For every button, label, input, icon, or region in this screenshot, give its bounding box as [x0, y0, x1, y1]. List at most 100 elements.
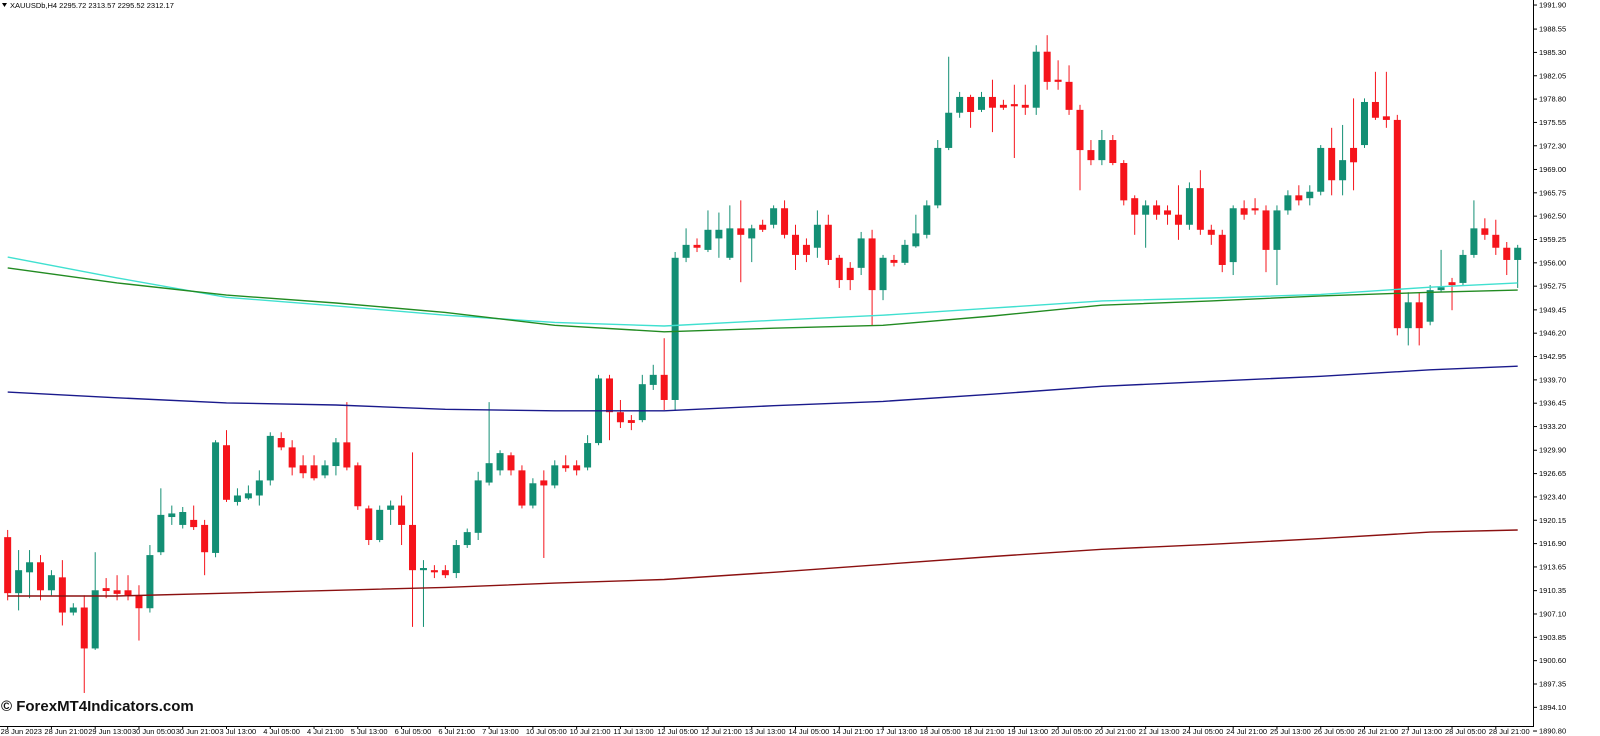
menu-triangle [2, 3, 7, 7]
candle-body [1317, 147, 1325, 192]
y-tick-label: 1923.40 [1539, 492, 1566, 501]
y-tick-label: 1897.35 [1539, 679, 1566, 688]
candle-body [266, 435, 274, 481]
candle-body [1142, 205, 1150, 215]
x-tick-label: 4 Jul 21:00 [307, 727, 344, 736]
x-tick-label: 28 Jul 21:00 [1489, 727, 1530, 736]
candle-body [715, 229, 723, 239]
watermark: © ForexMT4Indicators.com [1, 698, 194, 715]
y-tick-label: 1956.00 [1539, 258, 1566, 267]
candle-body [988, 96, 996, 108]
candle-body [813, 224, 821, 248]
candle-body [671, 257, 679, 400]
candle-body [1229, 208, 1237, 263]
candle-body [69, 607, 77, 613]
candle-body [890, 259, 898, 263]
candle-body [58, 577, 66, 613]
candle-body [1153, 205, 1161, 215]
candle-body [573, 465, 581, 471]
candle-body [934, 147, 942, 206]
x-tick-label: 12 Jul 21:00 [701, 727, 742, 736]
candle-body [190, 519, 198, 528]
candle-body [649, 374, 657, 385]
candle-body [1426, 290, 1434, 322]
x-tick-label: 20 Jul 05:00 [1051, 727, 1092, 736]
y-tick-label: 1916.90 [1539, 539, 1566, 548]
x-tick-label: 18 Jul 21:00 [964, 727, 1005, 736]
candle-body [441, 570, 449, 576]
candle-body [1032, 51, 1040, 108]
x-tick-label: 17 Jul 13:00 [876, 727, 917, 736]
y-tick-label: 1952.75 [1539, 282, 1566, 291]
candle-body [26, 562, 34, 573]
candle-body [376, 509, 384, 541]
candle-body [1251, 208, 1259, 211]
candle-body [540, 480, 548, 486]
candle-body [168, 513, 176, 518]
candle-body [1437, 287, 1445, 291]
candle-body [398, 505, 406, 525]
y-tick-label: 1975.55 [1539, 118, 1566, 127]
candle-body [1262, 210, 1270, 250]
candle-body [781, 208, 789, 235]
candle-body [1295, 195, 1303, 201]
candle-body [146, 555, 154, 609]
candle-body [748, 228, 756, 239]
candle-body [365, 508, 373, 541]
candle-body [824, 224, 832, 260]
candle-body [1448, 282, 1456, 286]
candle-body [277, 438, 285, 448]
candle-body [518, 470, 526, 506]
y-tick-label: 1982.05 [1539, 71, 1566, 80]
candle-body [791, 234, 799, 255]
candle-body [1360, 101, 1368, 146]
y-tick-label: 1946.20 [1539, 329, 1566, 338]
candle-body [354, 465, 362, 507]
candle-body [1120, 163, 1128, 201]
candle-body [1503, 247, 1511, 260]
candle-body [80, 607, 88, 649]
candle-body [179, 512, 187, 525]
candle-body [288, 447, 296, 468]
x-tick-label: 10 Jul 21:00 [570, 727, 611, 736]
x-tick-label: 26 Jul 05:00 [1314, 727, 1355, 736]
candle-body [452, 545, 460, 574]
candle-body [387, 505, 395, 510]
candle-body [1350, 147, 1358, 163]
x-tick-label: 28 Jun 21:00 [44, 727, 87, 736]
x-tick-label: 6 Jul 05:00 [395, 727, 432, 736]
x-tick-label: 25 Jul 13:00 [1270, 727, 1311, 736]
x-tick-label: 20 Jul 21:00 [1095, 727, 1136, 736]
x-tick-label: 24 Jul 05:00 [1182, 727, 1223, 736]
candle-body [1328, 147, 1336, 181]
candle-body [1284, 195, 1292, 211]
y-tick-label: 1900.60 [1539, 656, 1566, 665]
x-tick-label: 27 Jul 13:00 [1401, 727, 1442, 736]
candle-body [835, 257, 843, 281]
y-tick-label: 1903.85 [1539, 633, 1566, 642]
x-tick-label: 29 Jun 13:00 [88, 727, 131, 736]
y-tick-label: 1913.65 [1539, 562, 1566, 571]
candle-body [1459, 254, 1467, 283]
x-tick-label: 3 Jul 13:00 [220, 727, 257, 736]
candle-body [584, 443, 592, 468]
x-tick-label: 7 Jul 13:00 [482, 727, 519, 736]
candle-body [682, 244, 690, 258]
candle-body [978, 96, 986, 110]
candle-body [923, 205, 931, 235]
candle-body [1371, 101, 1379, 118]
candle-body [223, 445, 231, 500]
candle-body [212, 442, 220, 553]
candle-body [1218, 234, 1226, 265]
moving-average-line [7, 365, 1518, 412]
x-tick-label: 28 Jul 05:00 [1445, 727, 1486, 736]
candle-body [1481, 228, 1489, 235]
x-tick-label: 18 Jul 05:00 [920, 727, 961, 736]
y-tick-label: 1972.30 [1539, 141, 1566, 150]
candle-body [201, 524, 209, 553]
x-tick-label: 28 Jun 2023 [1, 727, 42, 736]
x-tick-label: 30 Jun 05:00 [132, 727, 175, 736]
y-tick-label: 1894.10 [1539, 703, 1566, 712]
y-tick-label: 1907.10 [1539, 609, 1566, 618]
